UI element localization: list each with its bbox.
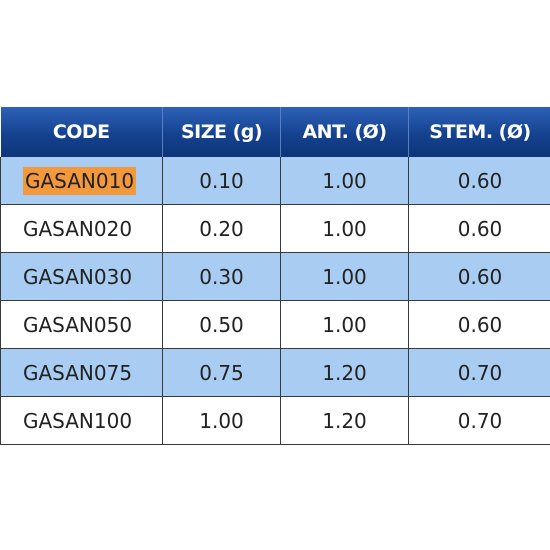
value-cell: 0.60: [408, 300, 550, 349]
table-body: GASAN010 0.10 1.00 0.60 GASAN020 0.20 1.00 0.60…: [0, 157, 550, 445]
header-row: CODE SIZE (g) ANT. (Ø) STEM. (Ø): [0, 107, 550, 157]
code-cell: GASAN100: [0, 396, 163, 445]
value-cell: 0.10: [162, 157, 281, 205]
header-cell: STEM. (Ø): [408, 107, 550, 157]
value-cell: 0.60: [408, 252, 550, 301]
code-text: GASAN100: [23, 408, 133, 433]
value-cell: 1.00: [280, 300, 409, 349]
header-cell: CODE: [0, 107, 163, 157]
header-cell: ANT. (Ø): [280, 107, 409, 157]
value-cell: 0.70: [408, 348, 550, 397]
value-cell: 1.20: [280, 348, 409, 397]
code-text: GASAN075: [23, 360, 133, 385]
table-row: GASAN010 0.10 1.00 0.60: [0, 157, 550, 205]
value-cell: 0.60: [408, 157, 550, 205]
value-cell: 1.00: [280, 252, 409, 301]
value-cell: 1.00: [162, 396, 281, 445]
table-row: GASAN030 0.30 1.00 0.60: [0, 252, 550, 301]
table-row: GASAN075 0.75 1.20 0.70: [0, 348, 550, 397]
code-cell: GASAN075: [0, 348, 163, 397]
value-cell: 1.00: [280, 157, 409, 205]
value-cell: 0.30: [162, 252, 281, 301]
code-cell: GASAN020: [0, 204, 163, 253]
code-cell: GASAN050: [0, 300, 163, 349]
value-cell: 0.75: [162, 348, 281, 397]
code-text: GASAN050: [23, 312, 133, 337]
value-cell: 0.50: [162, 300, 281, 349]
product-table: CODE SIZE (g) ANT. (Ø) STEM. (Ø) GASAN010 0.…: [0, 107, 550, 445]
code-cell: GASAN010: [0, 157, 163, 205]
value-cell: 0.20: [162, 204, 281, 253]
table-row: GASAN050 0.50 1.00 0.60: [0, 300, 550, 349]
value-cell: 0.60: [408, 204, 550, 253]
code-text: GASAN030: [23, 264, 133, 289]
value-cell: 1.20: [280, 396, 409, 445]
code-text: GASAN010: [23, 166, 137, 195]
header-cell: SIZE (g): [162, 107, 281, 157]
table-row: GASAN100 1.00 1.20 0.70: [0, 396, 550, 445]
value-cell: 0.70: [408, 396, 550, 445]
value-cell: 1.00: [280, 204, 409, 253]
code-text: GASAN020: [23, 216, 133, 241]
code-cell: GASAN030: [0, 252, 163, 301]
table-row: GASAN020 0.20 1.00 0.60: [0, 204, 550, 253]
